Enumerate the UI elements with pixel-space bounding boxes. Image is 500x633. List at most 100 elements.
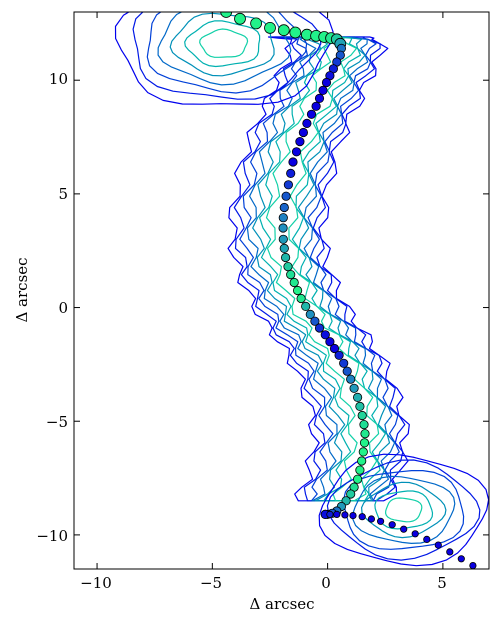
data-point [334,350,344,360]
data-point [326,510,334,519]
data-point [359,419,369,430]
contour-line [374,490,434,530]
data-point [310,316,320,326]
data-point [360,429,370,439]
contour-line [259,36,386,502]
data-point [329,343,340,354]
data-point [281,191,291,201]
data-point [446,548,454,556]
data-point [302,118,312,129]
data-point [400,525,408,533]
y-tick-label: −10 [36,527,68,545]
y-tick-label: 5 [58,185,68,203]
data-point [283,180,293,190]
contour-line [252,36,391,502]
data-point [234,12,246,25]
contour-line [227,36,410,502]
contour-line [265,36,380,502]
x-tick-labels: −10 −5 0 5 [80,574,447,592]
data-point [278,213,288,223]
data-point [333,510,341,519]
x-tick-label: −10 [80,574,112,592]
contour-line [114,12,334,105]
data-point [277,24,290,37]
data-point [457,555,465,563]
axis-ticks [74,12,489,569]
x-tick-label: 0 [321,574,331,592]
x-tick-label: −5 [200,574,222,592]
y-axis-label: Δ arcsec [13,257,31,322]
data-point [339,358,349,368]
data-point [357,456,367,466]
y-tick-label: 0 [58,299,68,317]
contour-line [132,12,322,100]
data-point [367,515,375,523]
data-point [311,101,321,111]
data-point [346,489,356,499]
data-point [342,366,352,376]
data-point [355,401,365,411]
data-point [359,438,370,448]
data-point [286,168,296,178]
contour-line [361,481,447,539]
data-point [314,93,325,104]
contour-line [146,12,308,94]
data-point [352,392,363,402]
data-point [280,252,291,263]
x-axis-label: Δ arcsec [249,595,314,613]
data-point [295,137,305,147]
plot-frame [73,11,490,570]
data-point [289,26,302,39]
data-point [292,285,303,296]
data-point [325,337,335,347]
data-point [376,517,385,525]
contour-line [246,36,396,502]
data-point [250,17,263,30]
data-point [305,309,315,319]
data-point [264,21,276,34]
data-point [279,202,289,213]
data-point [349,511,357,520]
data-point [289,277,299,288]
y-tick-label: 10 [49,70,68,88]
data-point [298,127,308,138]
data-point [358,447,368,457]
data-point [296,293,306,304]
data-point [220,12,233,18]
contour-line [385,497,423,523]
contour-line [326,459,481,561]
data-point [352,474,363,484]
data-point [286,269,296,280]
y-tick-label: −5 [46,413,68,431]
contour-line [318,453,489,567]
y-tick-labels: −10 −5 0 5 10 [36,70,68,545]
contour-line [184,20,261,68]
data-point [314,323,325,333]
data-point [318,85,328,96]
data-point [306,109,317,119]
data-point [358,513,366,521]
data-point [288,157,298,167]
data-point [388,521,396,529]
data-point [320,330,330,340]
data-point [357,410,367,421]
data-point [278,223,288,233]
data-point [278,234,288,244]
data-point [411,530,419,538]
data-point [291,147,302,157]
data-point [321,77,332,88]
contour-line [199,28,249,58]
contour-line [157,12,292,86]
contour-line [169,12,275,77]
data-point [279,243,289,253]
data-point [423,535,431,544]
data-point [434,541,442,549]
data-point [301,301,311,311]
data-point [346,374,356,384]
contour-line [352,475,456,544]
data-point [469,562,477,569]
contour-layer [114,12,489,567]
x-tick-label: 5 [437,574,447,592]
data-point [341,511,349,519]
